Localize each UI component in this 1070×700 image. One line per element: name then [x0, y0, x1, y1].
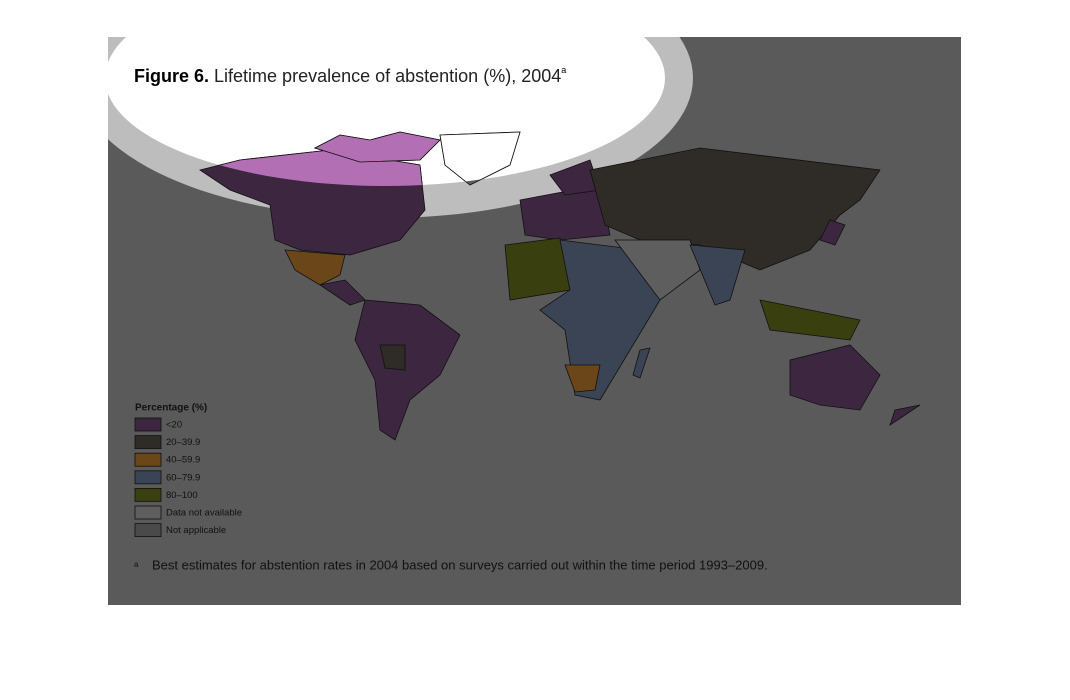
legend-label: 40–59.9	[166, 455, 200, 466]
figure-title: Figure 6. Lifetime prevalence of abstent…	[134, 65, 566, 85]
legend-swatch	[134, 470, 162, 485]
legend-label: 20–39.9	[166, 437, 200, 448]
legend-title: Percentage (%)	[135, 403, 207, 414]
legend-swatch	[134, 523, 162, 537]
legend-swatch	[134, 452, 162, 467]
legend-swatch	[134, 417, 162, 432]
legend-label: 80–100	[166, 490, 198, 501]
legend-label: Not applicable	[166, 525, 226, 536]
footnote-marker: a	[134, 560, 139, 569]
legend-swatch	[134, 505, 162, 520]
legend-swatch	[134, 487, 162, 502]
footnote: Best estimates for abstention rates in 2…	[152, 557, 768, 572]
legend: <20 20–39.9 40–59.9 60–79.9 80–100 Data not a…	[134, 417, 242, 537]
legend-swatch	[134, 435, 162, 450]
legend-label: Data not available	[166, 508, 242, 519]
spotlight	[108, 37, 665, 186]
legend-label: <20	[166, 420, 182, 431]
legend-label: 60–79.9	[166, 472, 200, 483]
